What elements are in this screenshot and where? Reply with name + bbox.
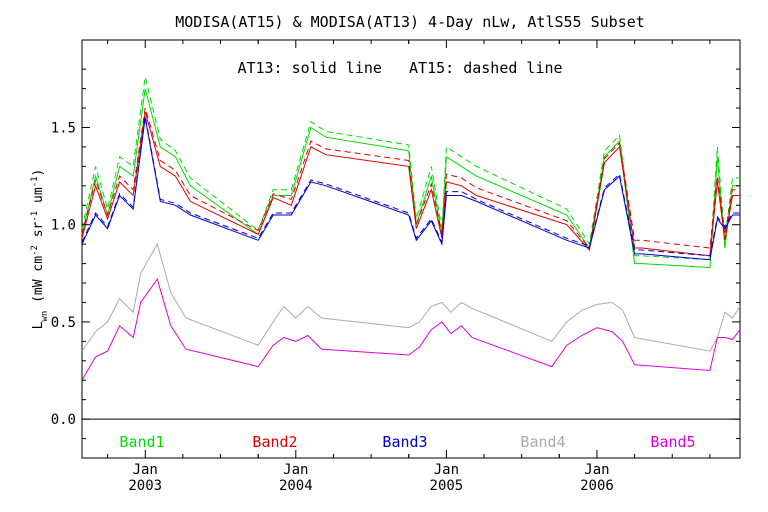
y-tick-label: 1.5 xyxy=(51,120,76,136)
y-tick-label: 0.5 xyxy=(51,315,76,331)
band2-at15-line xyxy=(81,107,740,250)
x-tick-year: 2005 xyxy=(430,478,464,494)
y-axis-label-text: Lwn (mW cm-2 sr-1 um-1) xyxy=(30,169,50,330)
x-tick-month: Jan xyxy=(434,462,459,478)
x-tick-year: 2006 xyxy=(580,478,614,494)
y-axis: 0.0 0.5 1.0 1.5 xyxy=(51,68,740,440)
band1-at13-line xyxy=(81,88,740,269)
legend-band1: Band1 xyxy=(119,433,164,451)
legend-band3: Band3 xyxy=(382,433,427,451)
legend-band4: Band4 xyxy=(520,433,565,451)
legend-band5: Band5 xyxy=(650,433,695,451)
x-tick-month: Jan xyxy=(133,462,158,478)
x-tick-month: Jan xyxy=(283,462,308,478)
y-axis-label: Lwn (mW cm-2 sr-1 um-1) xyxy=(30,169,50,330)
band2-at13-line xyxy=(81,111,740,257)
legend-band2: Band2 xyxy=(252,433,297,451)
y-tick-label: 1.0 xyxy=(51,218,76,234)
band4-at13-line xyxy=(81,242,741,352)
plot-frame xyxy=(81,39,741,459)
band5-at13-line xyxy=(81,277,741,381)
chart-title: MODISA(AT15) & MODISA(AT13) 4-Day nLw, A… xyxy=(175,13,645,31)
x-tick-year: 2004 xyxy=(279,478,313,494)
band1-at15-line xyxy=(81,76,740,261)
line-style-annotation: AT13: solid line AT15: dashed line xyxy=(237,59,562,77)
y-tick-label: 0.0 xyxy=(51,412,76,428)
x-tick-year: 2003 xyxy=(128,478,162,494)
x-tick-month: Jan xyxy=(584,462,609,478)
band3-at15-line xyxy=(81,115,740,257)
legend: Band1 Band2 Band3 Band4 Band5 xyxy=(119,433,695,451)
series-lines xyxy=(81,76,741,381)
